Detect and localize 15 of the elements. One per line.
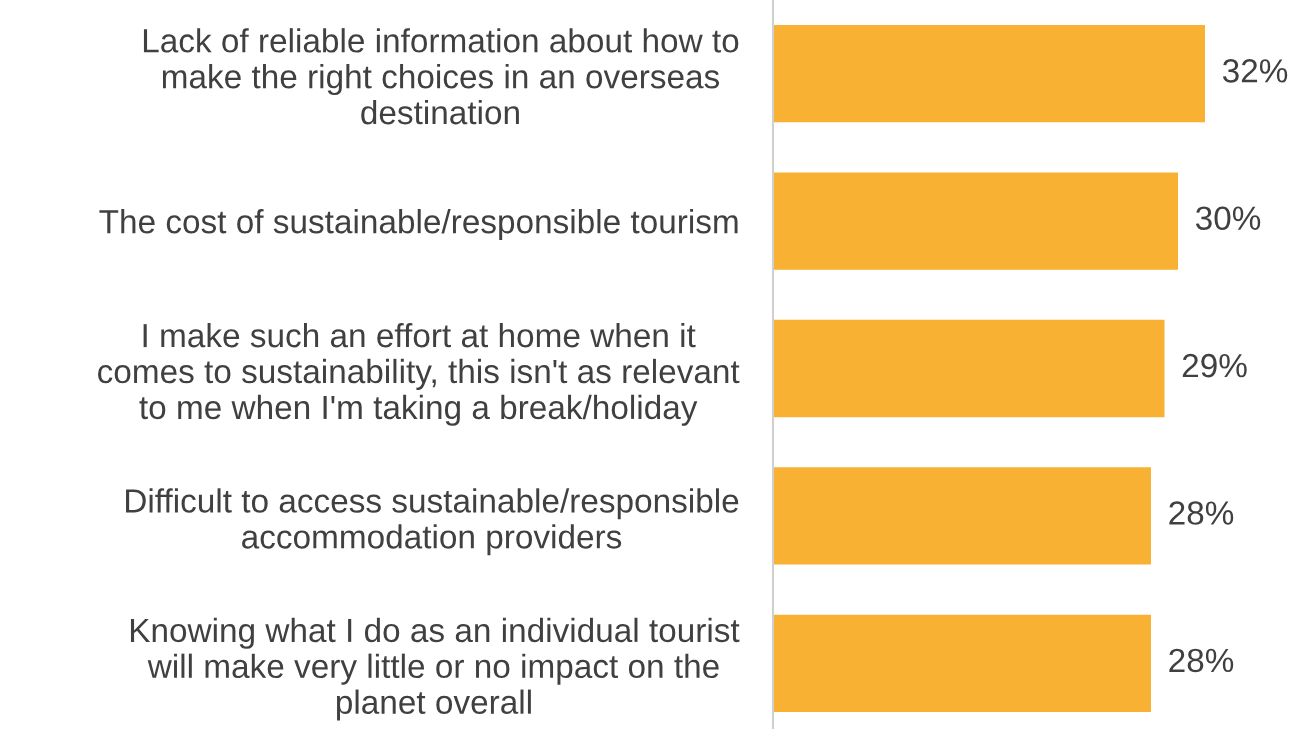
bar <box>773 467 1151 565</box>
bar <box>773 614 1151 712</box>
y-tick-label: Lack of reliable information about how to make the right choices in an overseas destination <box>143 28 739 125</box>
data-label: 30% <box>1195 206 1261 231</box>
data-label: 28% <box>1169 648 1234 673</box>
bar <box>773 319 1165 418</box>
bar <box>773 172 1178 270</box>
y-tick-label: The cost of sustainable/responsible tourism <box>99 209 738 241</box>
data-label: 32% <box>1222 59 1288 83</box>
data-label: 28% <box>1169 501 1234 525</box>
data-label: 29% <box>1182 353 1247 378</box>
bar <box>773 25 1205 123</box>
y-tick-label: Difficult to access sustainable/responsible accommodation providers <box>126 488 739 556</box>
y-tick-label: I make such an effort at home when it comes to sustainability, this isn't as relevant to me when I'm taking a break/holiday <box>98 322 740 426</box>
y-tick-label: Knowing what I do as an individual tourist will make very little or no impact on the planet overall <box>130 617 740 721</box>
